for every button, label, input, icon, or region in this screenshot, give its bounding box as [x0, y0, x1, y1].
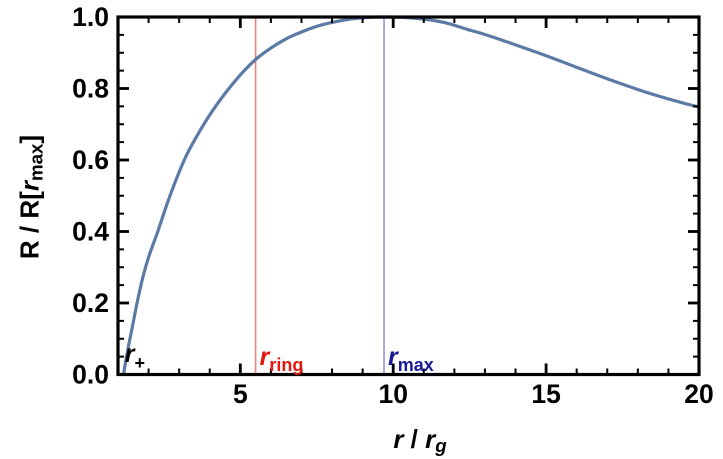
- plot-frame: [116, 15, 701, 377]
- y-axis-label-post: ]: [14, 134, 45, 144]
- max-radius-label: rmax: [388, 343, 434, 375]
- x-tick-label: 5: [233, 379, 248, 409]
- ring-radius-label: rring: [260, 343, 304, 375]
- x-tick-label: 20: [684, 379, 713, 409]
- y-tick-label: 0.0: [72, 360, 109, 390]
- y-tick-label: 0.6: [72, 145, 109, 175]
- y-tick-label: 0.4: [72, 217, 109, 247]
- horizon-radius-label: r+: [125, 340, 145, 373]
- y-axis-label: R / R[rmax]: [14, 134, 47, 260]
- x-axis-label: r / rg: [393, 424, 447, 457]
- y-tick-label: 0.8: [72, 74, 109, 104]
- x-axis-label-var2: r: [425, 424, 436, 454]
- y-axis-label-sub: max: [25, 143, 47, 182]
- y-axis-label-pre: R / R[: [14, 191, 45, 260]
- x-axis-label-sep: /: [403, 424, 426, 454]
- y-tick-label: 1.0: [72, 2, 109, 32]
- x-tick-label: 15: [531, 379, 560, 409]
- x-axis-label-sub: g: [435, 435, 447, 457]
- y-tick-label: 0.2: [72, 288, 109, 318]
- x-tick-label: 10: [378, 379, 407, 409]
- y-axis-label-var: r: [14, 181, 45, 192]
- flux-curve: [121, 15, 699, 377]
- x-axis-label-var1: r: [393, 424, 404, 454]
